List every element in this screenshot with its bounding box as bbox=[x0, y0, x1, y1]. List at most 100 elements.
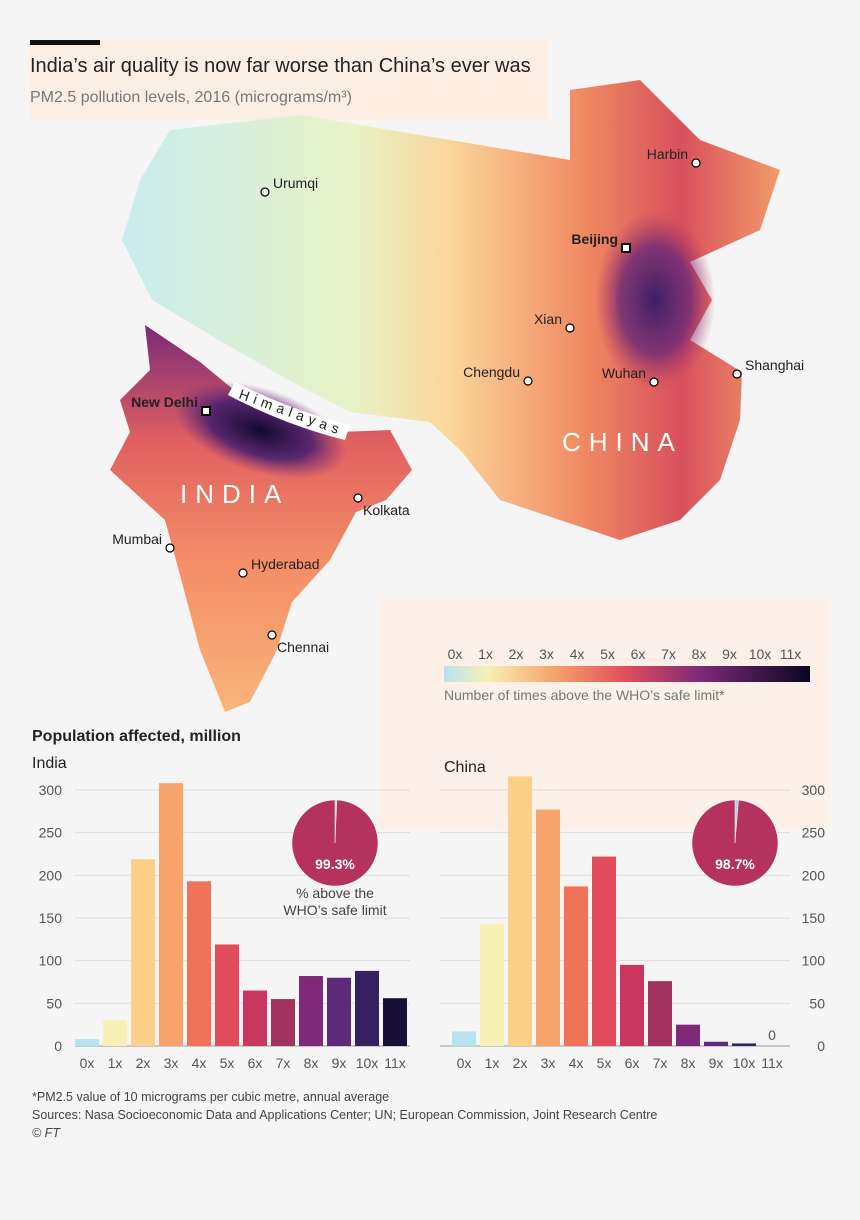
city-label: Mumbai bbox=[112, 531, 162, 547]
legend-panel bbox=[380, 600, 830, 830]
bar bbox=[243, 990, 267, 1046]
footnote: *PM2.5 value of 10 micrograms per cubic … bbox=[32, 1090, 389, 1104]
x-tick-label: 4x bbox=[569, 1055, 584, 1071]
subtitle: PM2.5 pollution levels, 2016 (micrograms… bbox=[30, 89, 352, 106]
city-marker bbox=[691, 158, 701, 168]
y-tick-label: 150 bbox=[39, 910, 63, 926]
bar bbox=[648, 981, 672, 1046]
credit: © FT bbox=[32, 1126, 61, 1140]
x-tick-label: 6x bbox=[248, 1055, 263, 1071]
bar bbox=[564, 886, 588, 1046]
country-label: INDIA bbox=[180, 479, 289, 509]
x-tick-label: 8x bbox=[681, 1055, 696, 1071]
chart-title: China bbox=[444, 759, 486, 776]
legend-label: 0x bbox=[448, 646, 463, 662]
pie-caption: WHO’s safe limit bbox=[283, 902, 386, 918]
sources: Sources: Nasa Socioeconomic Data and App… bbox=[32, 1108, 657, 1122]
city-label: Urumqi bbox=[273, 175, 318, 191]
y-tick-label: 200 bbox=[802, 867, 826, 883]
bar bbox=[732, 1043, 756, 1046]
bar bbox=[355, 970, 379, 1046]
x-tick-label: 9x bbox=[709, 1055, 724, 1071]
bar bbox=[508, 776, 532, 1046]
bar bbox=[676, 1024, 700, 1046]
legend-label: 8x bbox=[692, 646, 707, 662]
x-tick-label: 0x bbox=[80, 1055, 95, 1071]
charts: India 0 50 100 150 200 250 300 0x 1x 2x 3x 4x 5x 6x 7x 8… bbox=[32, 755, 825, 1071]
himalayas-band bbox=[228, 382, 350, 440]
header-bar bbox=[30, 40, 100, 45]
y-tick-label: 250 bbox=[39, 825, 63, 841]
x-tick-label: 10x bbox=[733, 1055, 756, 1071]
x-tick-label: 3x bbox=[541, 1055, 556, 1071]
city-label: New Delhi bbox=[131, 394, 198, 410]
city-label: Harbin bbox=[647, 146, 688, 162]
bar bbox=[704, 1041, 728, 1046]
bar bbox=[187, 881, 211, 1046]
y-tick-label: 50 bbox=[46, 995, 62, 1011]
city-marker bbox=[732, 369, 742, 379]
china-map bbox=[122, 80, 780, 540]
city-label: Chengdu bbox=[463, 364, 520, 380]
y-tick-label: 150 bbox=[802, 910, 826, 926]
city-label: Shanghai bbox=[745, 357, 804, 373]
y-tick-label: 300 bbox=[802, 782, 826, 798]
bar bbox=[131, 859, 155, 1046]
bar bbox=[299, 976, 323, 1046]
chart-title: India bbox=[32, 755, 67, 772]
x-tick-label: 4x bbox=[192, 1055, 207, 1071]
y-tick-label: 100 bbox=[39, 953, 63, 969]
legend-label: 11x bbox=[780, 646, 802, 662]
legend-label: 2x bbox=[509, 646, 524, 662]
x-tick-label: 5x bbox=[597, 1055, 612, 1071]
legend: 0x 1x 2x 3x 4x 5x 6x 7x 8x 9x 10x 11x bbox=[448, 646, 802, 662]
bar bbox=[480, 923, 504, 1046]
legend-scale bbox=[444, 666, 810, 682]
cities: Urumqi Harbin Beijing Xian Chengdu Wuhan Shang… bbox=[112, 146, 804, 655]
legend-title: Number of times above the WHO’s safe lim… bbox=[444, 687, 725, 703]
y-tick-label: 200 bbox=[39, 867, 63, 883]
pie-label: 99.3% bbox=[315, 856, 355, 872]
y-tick-label: 100 bbox=[802, 953, 826, 969]
title: India’s air quality is now far worse tha… bbox=[30, 55, 531, 77]
city-marker bbox=[267, 630, 277, 640]
x-tick-label: 7x bbox=[276, 1055, 291, 1071]
y-tick-label: 250 bbox=[802, 825, 826, 841]
legend-label: 4x bbox=[570, 646, 585, 662]
bar bbox=[159, 783, 183, 1046]
pie-slice bbox=[691, 799, 779, 887]
x-tick-label: 1x bbox=[108, 1055, 123, 1071]
x-tick-label: 11x bbox=[761, 1055, 783, 1071]
x-tick-label: 1x bbox=[485, 1055, 500, 1071]
bar bbox=[215, 944, 239, 1046]
bar bbox=[536, 809, 560, 1046]
y-tick-label: 0 bbox=[817, 1038, 825, 1054]
x-tick-label: 0x bbox=[457, 1055, 472, 1071]
bar bbox=[271, 999, 295, 1046]
country-label: CHINA bbox=[562, 427, 683, 457]
bar bbox=[327, 977, 351, 1046]
x-tick-label: 7x bbox=[653, 1055, 668, 1071]
legend-label: 3x bbox=[539, 646, 554, 662]
city-marker bbox=[353, 493, 363, 503]
hotspot bbox=[595, 210, 715, 390]
city-label: Beijing bbox=[571, 231, 618, 247]
pie-caption: % above the bbox=[296, 885, 374, 901]
city-marker bbox=[565, 323, 575, 333]
city-marker bbox=[201, 406, 211, 416]
legend-label: 1x bbox=[478, 646, 493, 662]
bar bbox=[452, 1031, 476, 1046]
x-tick-label: 2x bbox=[513, 1055, 528, 1071]
city-marker bbox=[649, 377, 659, 387]
section-title: Population affected, million bbox=[32, 728, 241, 745]
city-label: Wuhan bbox=[602, 365, 646, 381]
x-tick-label: 6x bbox=[625, 1055, 640, 1071]
y-tick-label: 50 bbox=[809, 995, 825, 1011]
bar bbox=[383, 998, 407, 1046]
pie-label: 98.7% bbox=[715, 856, 755, 872]
bar bbox=[592, 856, 616, 1046]
city-label: Hyderabad bbox=[251, 556, 320, 572]
city-marker bbox=[260, 187, 270, 197]
header-panel bbox=[30, 40, 548, 120]
